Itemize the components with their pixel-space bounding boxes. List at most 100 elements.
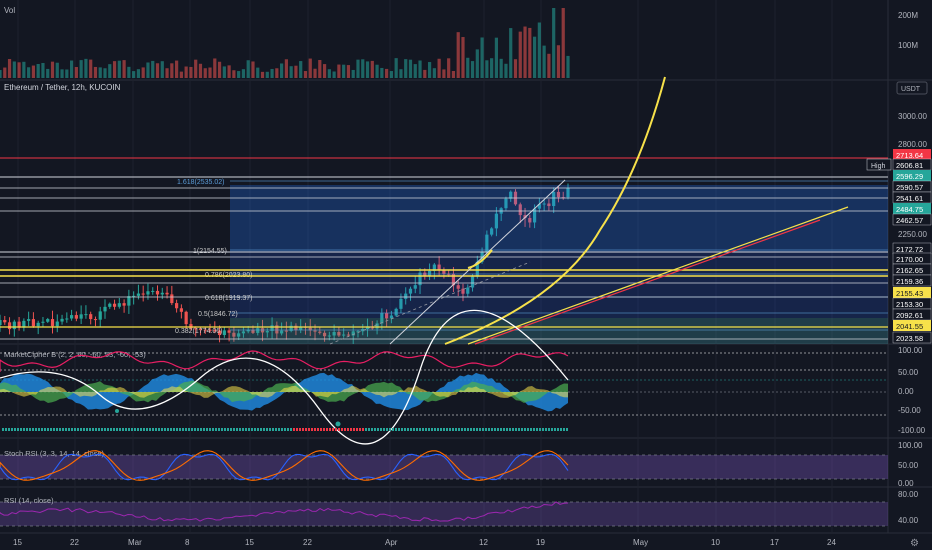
volume-bar [447, 58, 451, 78]
stoch-band [0, 455, 888, 479]
volume-bar [322, 64, 327, 78]
mc-signal-dot [2, 428, 4, 431]
candle-body [332, 332, 336, 336]
parabolic-curve[interactable] [444, 76, 666, 345]
rsi-title: RSI (14, close) [4, 496, 54, 505]
candle-body [108, 303, 112, 307]
candle-body [246, 329, 250, 332]
volume-bar [375, 64, 379, 78]
candle-body [322, 332, 327, 337]
mc-blue-wave [0, 372, 568, 412]
mc-signal-dot [476, 428, 478, 431]
volume-scale-label: 100M [898, 41, 918, 50]
volume-bar [365, 61, 370, 78]
mc-signal-dot [446, 428, 448, 431]
dashed-trendline[interactable] [329, 261, 531, 345]
candle-body [160, 292, 164, 295]
candle-body [542, 203, 546, 205]
price-tag-value: 2041.55 [896, 322, 923, 331]
volume-bar [385, 68, 389, 78]
mc-signal-dot [347, 428, 349, 431]
mc-signal-dot [551, 428, 553, 431]
candle-body [294, 325, 298, 331]
mc-money-flow-line [0, 350, 569, 372]
volume-bar [74, 67, 78, 78]
volume-bar [370, 60, 374, 78]
candle-body [79, 314, 83, 319]
mc-signal-dot [83, 428, 85, 431]
candle-body [451, 273, 456, 286]
mc-signal-dot [302, 428, 304, 431]
mc-signal-dot [386, 428, 388, 431]
volume-scale-label: 200M [898, 11, 918, 20]
stoch-scale-label: 50.00 [898, 461, 919, 470]
volume-bar [490, 58, 494, 78]
candle-body [127, 296, 131, 306]
mc-signal-dot [299, 428, 301, 431]
candle-body [313, 330, 317, 332]
mc-signal-dot [452, 428, 454, 431]
mc-signal-dot [206, 428, 208, 431]
volume-bar [203, 68, 207, 78]
candle-body [27, 319, 31, 321]
candle-body [437, 264, 441, 270]
mc-signal-dot [344, 428, 346, 431]
candle-body [308, 327, 312, 331]
mc-signal-dot [335, 428, 337, 431]
volume-bar [327, 69, 331, 78]
mc-signal-dot [539, 428, 541, 431]
candle-body [222, 330, 226, 336]
candle-body [375, 323, 379, 329]
candle-body [117, 303, 121, 307]
candle-body [55, 321, 59, 327]
mc-signal-dot [545, 428, 547, 431]
red-trendline[interactable] [474, 219, 821, 345]
mc-signal-dot [557, 428, 559, 431]
volume-bar [356, 59, 360, 78]
mc-signal-dot [320, 428, 322, 431]
candle-body [504, 198, 508, 209]
mc-signal-dot [308, 428, 310, 431]
candle-body [470, 276, 475, 288]
candle-body [547, 203, 551, 207]
volume-bar [294, 65, 298, 78]
mc-signal-dot [434, 428, 436, 431]
mc-signal-dot [203, 428, 205, 431]
mc-signal-dot [35, 428, 37, 431]
volume-bar [103, 68, 107, 78]
time-axis-label: 22 [70, 538, 79, 547]
rising-trendline[interactable] [389, 179, 566, 345]
volume-bar [332, 71, 336, 78]
candle-body [155, 290, 160, 295]
high-label-badge [866, 158, 892, 171]
fib-retracement-box[interactable] [230, 185, 888, 344]
stoch-rsi-title: Stoch RSI (3, 3, 14, 14, close) [4, 449, 105, 458]
currency-badge[interactable] [896, 81, 928, 95]
candle-body [318, 331, 322, 333]
yellow-trendline[interactable] [467, 206, 849, 345]
volume-bar [27, 67, 31, 78]
mc-signal-dot [56, 428, 58, 431]
mc-signal-dot [173, 428, 175, 431]
candle-body [251, 329, 255, 333]
mc-signal-dot [554, 428, 556, 431]
mc-signal-dot [488, 428, 490, 431]
mc-buy-signal-dot [115, 409, 119, 413]
mc-signal-dot [527, 428, 529, 431]
mc-signal-dot [413, 428, 415, 431]
mc-signal-dot [374, 428, 376, 431]
rsi-scale-label: 40.00 [898, 516, 919, 525]
price-tag-value: 2462.57 [896, 216, 923, 225]
candle-body [509, 191, 513, 199]
mc-signal-dot [443, 428, 445, 431]
rsi-band [0, 502, 888, 526]
mc-signal-dot [521, 428, 523, 431]
mc-signal-dot [470, 428, 472, 431]
volume-bar [165, 68, 169, 78]
mc-signal-dot [23, 428, 25, 431]
volume-bar [241, 69, 246, 78]
candle-body [41, 321, 45, 323]
mc-signal-dot [431, 428, 433, 431]
mc-signal-dot [194, 428, 196, 431]
